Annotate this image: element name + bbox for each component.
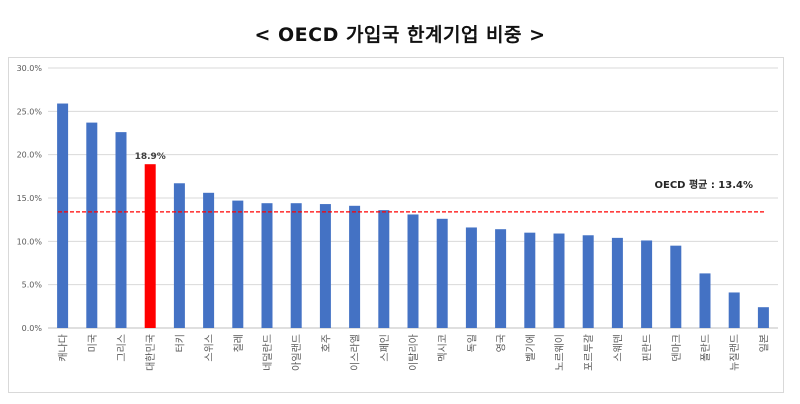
bar-19 [582, 235, 594, 328]
bar-11 [349, 205, 361, 328]
chart-frame [8, 57, 784, 393]
bar-5 [173, 183, 185, 328]
bar-1 [57, 103, 69, 329]
bar-20 [611, 237, 623, 328]
bar-8 [261, 203, 273, 328]
y-tick-label: 15.0% [17, 194, 43, 203]
x-tick-label: 스페인 [379, 334, 391, 362]
bar-10 [319, 204, 331, 328]
bar-4 [144, 164, 156, 328]
bar-9 [290, 203, 302, 328]
x-tick-label: 뉴질랜드 [729, 334, 741, 371]
bar-14 [436, 218, 448, 328]
bar-22 [670, 245, 682, 328]
x-tick-label: 스웨덴 [612, 334, 624, 362]
x-tick-label: 칠레 [233, 334, 245, 352]
bar-7 [232, 200, 244, 328]
x-tick-label: 그리스 [116, 334, 128, 362]
bar-25 [757, 307, 769, 328]
bar-6 [203, 192, 215, 328]
x-tick-label: 핀란드 [642, 334, 654, 362]
x-tick-label: 캐나다 [58, 334, 70, 362]
x-tick-label: 아일랜드 [291, 334, 303, 371]
bar-16 [495, 229, 507, 328]
x-tick-label: 노르웨이 [554, 334, 566, 371]
x-tick-label: 네덜란드 [262, 334, 274, 371]
x-tick-label: 호주 [320, 334, 332, 352]
y-tick-label: 0.0% [22, 324, 43, 333]
x-tick-label: 스위스 [203, 334, 216, 362]
average-label: OECD 평균 : 13.4% [654, 178, 753, 191]
x-tick-label: 독일 [466, 334, 478, 352]
x-tick-label: 폴란드 [700, 334, 712, 362]
bar-15 [465, 227, 477, 328]
bar-12 [378, 210, 390, 328]
y-tick-label: 20.0% [17, 151, 43, 160]
highlight-data-label: 18.9% [135, 152, 166, 162]
bar-17 [524, 232, 536, 328]
bar-13 [407, 214, 419, 328]
x-tick-label: 대한민국 [145, 334, 157, 371]
bar-3 [115, 132, 127, 328]
x-tick-label: 일본 [758, 334, 770, 352]
bar-23 [699, 273, 711, 328]
x-tick-label: 벨기에 [525, 334, 537, 362]
y-tick-label: 5.0% [22, 281, 43, 290]
y-tick-label: 30.0% [17, 64, 43, 73]
bar-18 [553, 233, 565, 328]
bar-2 [86, 122, 98, 328]
y-tick-label: 25.0% [17, 107, 43, 116]
x-tick-label: 멕시코 [437, 334, 449, 362]
y-tick-label: 10.0% [17, 237, 43, 246]
bar-24 [728, 292, 740, 328]
x-tick-label: 포르투갈 [582, 334, 595, 371]
x-tick-label: 터키 [174, 334, 186, 352]
x-tick-label: 덴마크 [671, 334, 683, 362]
x-tick-label: 미국 [87, 334, 99, 352]
x-tick-label: 이스라엘 [349, 334, 362, 371]
chart-title: < OECD 가입국 한계기업 비중 > [254, 24, 546, 46]
bar-21 [641, 240, 653, 328]
x-tick-label: 영국 [496, 334, 508, 352]
x-tick-label: 이탈리아 [407, 334, 420, 371]
